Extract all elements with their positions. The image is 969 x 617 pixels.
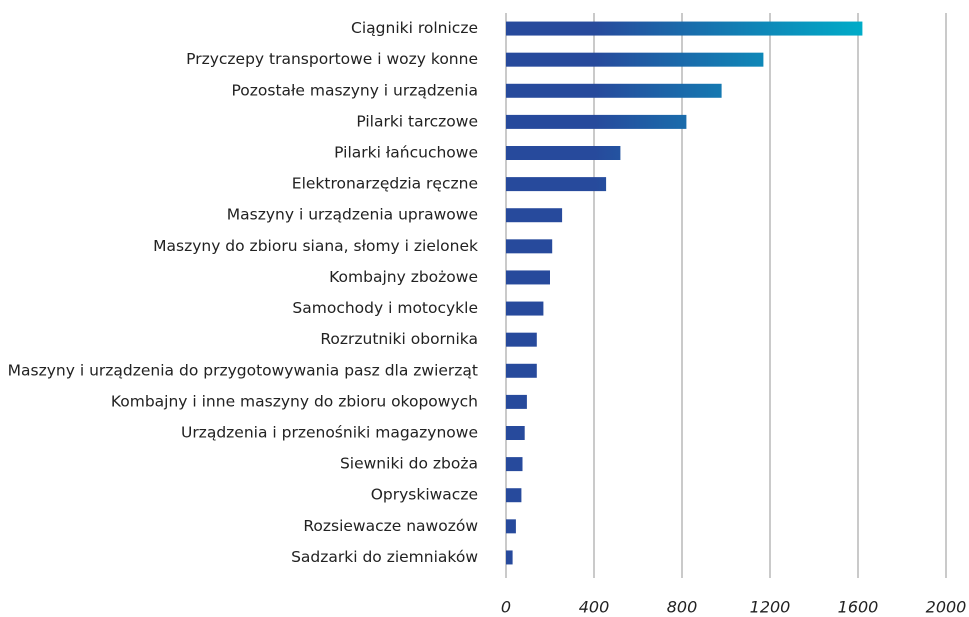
bar: [506, 21, 863, 36]
y-tick-label: Rozsiewacze nawozów: [303, 517, 478, 535]
y-tick-label: Samochody i motocykle: [292, 299, 478, 317]
x-tick-label: 1600: [838, 598, 879, 617]
bar: [506, 177, 607, 192]
y-tick-label: Maszyny i urządzenia do przygotowywania …: [8, 361, 478, 379]
y-tick-label: Kombajny zbożowe: [329, 268, 478, 286]
bar: [506, 114, 687, 129]
x-tick-label: 800: [667, 598, 698, 617]
bar: [506, 146, 621, 160]
bar: [506, 394, 527, 409]
y-tick-label: Elektronarzędzia ręczne: [292, 175, 478, 193]
bar: [506, 332, 537, 347]
y-tick-label: Pilarki tarczowe: [356, 112, 478, 130]
y-tick-label: Siewniki do zboża: [340, 455, 478, 473]
y-tick-label: Pilarki łańcuchowe: [334, 144, 478, 162]
x-tick-label: 2000: [926, 598, 967, 617]
x-tick-label: 1200: [750, 598, 791, 617]
bar: [506, 83, 722, 98]
y-tick-label: Maszyny i urządzenia uprawowe: [227, 206, 478, 224]
y-tick-label: Ciągniki rolnicze: [351, 19, 478, 37]
y-tick-label: Przyczepy transportowe i wozy konne: [186, 50, 478, 68]
y-tick-label: Kombajny i inne maszyny do zbioru okopow…: [111, 392, 478, 410]
y-tick-label: Urządzenia i przenośniki magazynowe: [181, 424, 478, 442]
bar: [506, 363, 537, 378]
bar: [506, 239, 553, 254]
bar: [506, 208, 563, 223]
y-tick-label: Opryskiwacze: [371, 486, 478, 504]
bar: [506, 270, 550, 285]
bar: [506, 519, 516, 534]
y-tick-label: Pozostałe maszyny i urządzenia: [231, 81, 478, 99]
bar: [506, 52, 764, 67]
bar: [506, 550, 513, 565]
y-tick-label: Maszyny do zbioru siana, słomy i zielone…: [153, 237, 478, 255]
x-tick-label: 400: [579, 598, 610, 617]
bar: [506, 457, 523, 472]
bar: [506, 426, 525, 440]
bar: [506, 301, 544, 316]
y-tick-label: Rozrzutniki obornika: [320, 330, 478, 348]
y-tick-label: Sadzarki do ziemniaków: [291, 548, 478, 566]
x-tick-label: 0: [501, 598, 511, 617]
bar: [506, 488, 522, 503]
